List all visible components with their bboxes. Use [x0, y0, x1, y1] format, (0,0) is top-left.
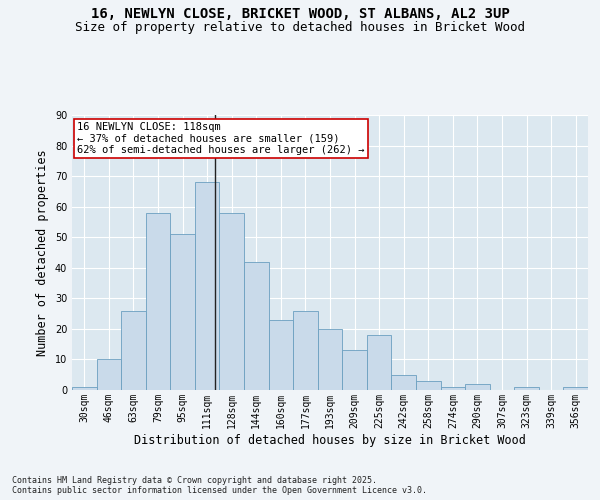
Bar — [195, 182, 220, 390]
Bar — [563, 387, 588, 390]
Text: Size of property relative to detached houses in Bricket Wood: Size of property relative to detached ho… — [75, 21, 525, 34]
Bar — [293, 310, 318, 390]
Bar — [220, 213, 244, 390]
Bar — [97, 360, 121, 390]
Bar — [440, 387, 465, 390]
Bar — [342, 350, 367, 390]
Bar — [170, 234, 195, 390]
Bar — [465, 384, 490, 390]
Text: Contains HM Land Registry data © Crown copyright and database right 2025.
Contai: Contains HM Land Registry data © Crown c… — [12, 476, 427, 495]
Bar — [391, 374, 416, 390]
Bar — [269, 320, 293, 390]
Bar — [318, 329, 342, 390]
Bar — [72, 387, 97, 390]
Bar — [121, 310, 146, 390]
Bar — [244, 262, 269, 390]
Text: 16 NEWLYN CLOSE: 118sqm
← 37% of detached houses are smaller (159)
62% of semi-d: 16 NEWLYN CLOSE: 118sqm ← 37% of detache… — [77, 122, 365, 155]
Bar — [367, 335, 391, 390]
Text: 16, NEWLYN CLOSE, BRICKET WOOD, ST ALBANS, AL2 3UP: 16, NEWLYN CLOSE, BRICKET WOOD, ST ALBAN… — [91, 8, 509, 22]
Bar — [146, 213, 170, 390]
Bar — [416, 381, 440, 390]
Bar — [514, 387, 539, 390]
Y-axis label: Number of detached properties: Number of detached properties — [36, 149, 49, 356]
X-axis label: Distribution of detached houses by size in Bricket Wood: Distribution of detached houses by size … — [134, 434, 526, 446]
